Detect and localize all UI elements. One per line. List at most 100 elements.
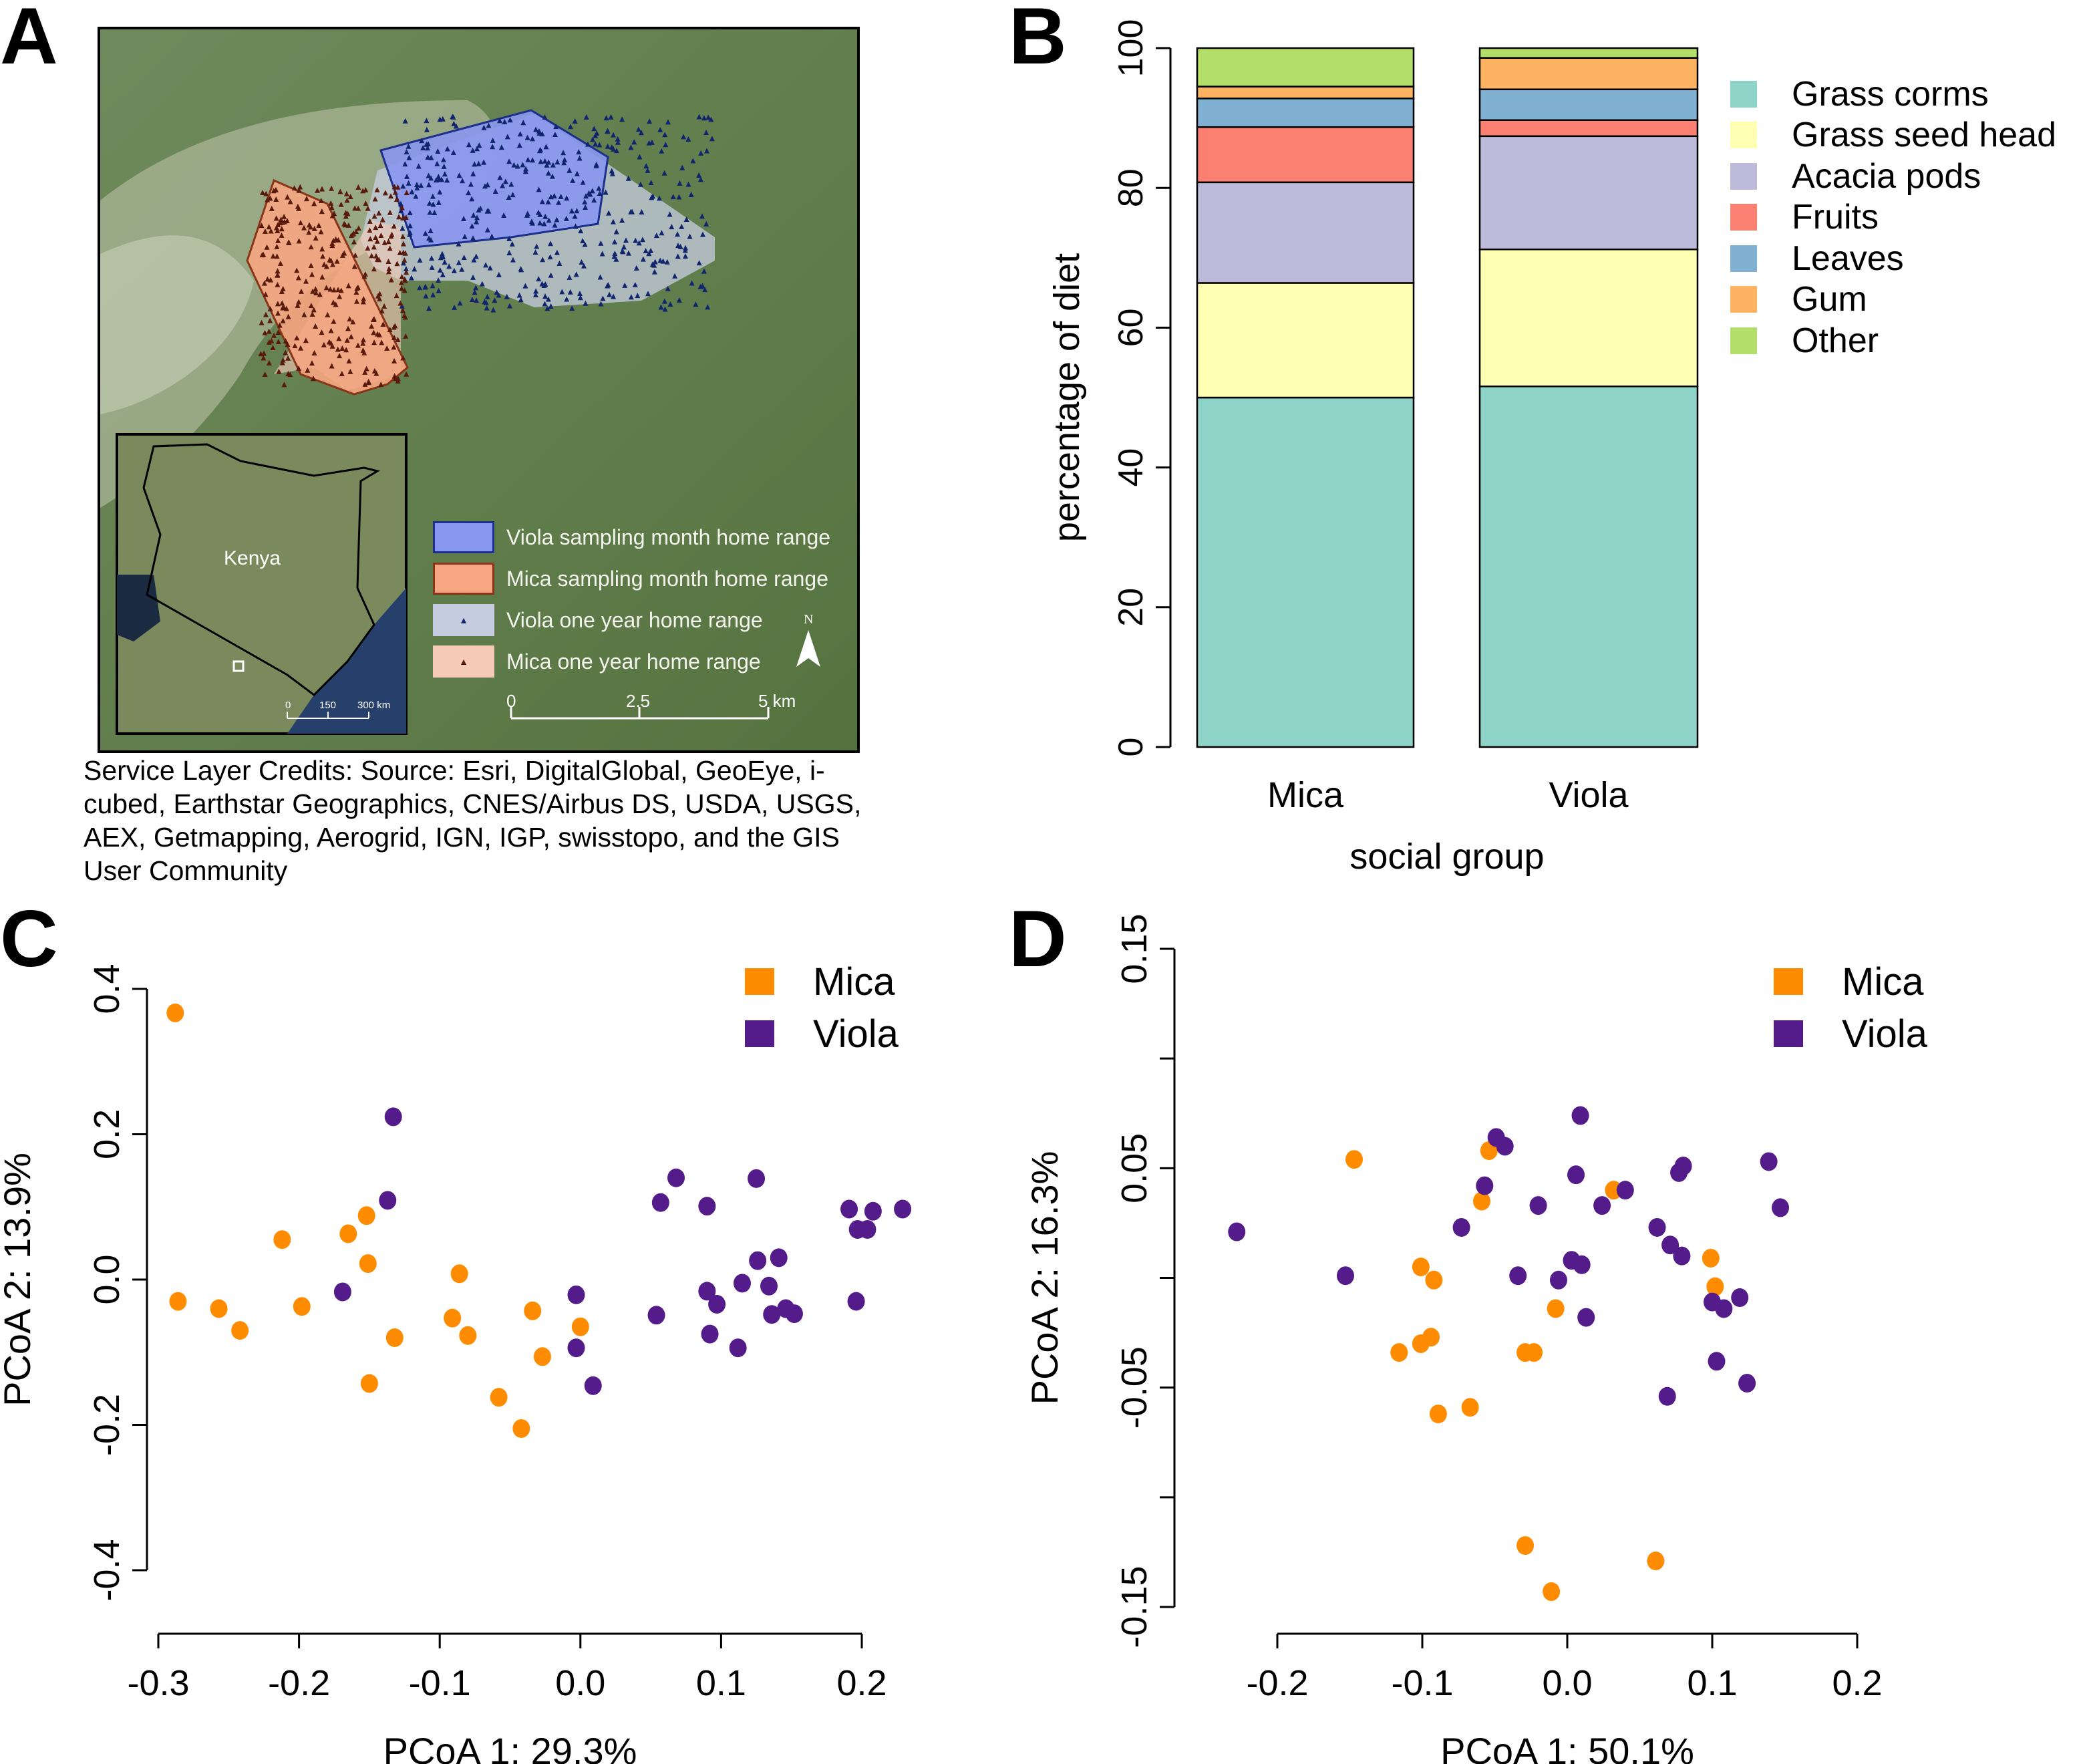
viola-gps-point [576, 149, 582, 155]
viola-gps-point [552, 222, 558, 228]
mica-point [359, 1254, 377, 1274]
viola-gps-point [693, 301, 699, 307]
mica-gps-point [303, 278, 309, 284]
legend-pcoa-c: Mica Viola [745, 956, 899, 1060]
viola-gps-point [517, 131, 523, 137]
viola-gps-point [470, 212, 476, 218]
mica-gps-point [345, 325, 351, 331]
mica-gps-point [343, 347, 349, 353]
panel-letter-a: A [0, 0, 58, 81]
viola-gps-point [520, 120, 526, 126]
viola-gps-point [466, 190, 472, 196]
viola-gps-point [699, 231, 705, 237]
mica-gps-point [275, 281, 281, 287]
mica-gps-point [281, 305, 287, 311]
mica-gps-point [381, 239, 387, 245]
mica-gps-point [295, 203, 301, 209]
mica-point [357, 1206, 375, 1225]
viola-gps-point [570, 177, 576, 183]
mica-gps-point [266, 328, 272, 334]
legend-item: Acacia pods [1730, 156, 2056, 197]
mica-gps-point [374, 256, 380, 262]
viola-point [847, 1292, 865, 1311]
viola-gps-point [703, 130, 709, 136]
viola-gps-point [417, 257, 423, 263]
legend-item: Gum [1730, 279, 2056, 321]
mica-gps-point [327, 257, 333, 263]
legend-label: Viola [813, 1012, 899, 1056]
legend-label: Fruits [1792, 198, 1879, 237]
viola-gps-point [424, 141, 430, 147]
mica-gps-point [350, 319, 356, 325]
viola-point [698, 1282, 716, 1301]
viola-gps-point [506, 158, 512, 164]
mica-gps-point [371, 339, 377, 345]
viola-gps-point [574, 170, 580, 176]
mica-gps-point [285, 341, 291, 347]
y-tick-label: 40 [1112, 448, 1150, 487]
viola-gps-point [534, 243, 540, 249]
legend-label: Other [1792, 321, 1879, 360]
mica-gps-point [402, 312, 408, 318]
mica-gps-point [308, 263, 314, 269]
mica-gps-point [371, 244, 377, 250]
viola-gps-point [603, 189, 609, 195]
viola-gps-point [407, 210, 413, 216]
viola-gps-point [428, 175, 434, 181]
x-tick-label: Viola [1549, 775, 1629, 815]
y-tick-label: 0.0 [87, 1254, 127, 1304]
mica-gps-point [335, 237, 341, 243]
viola-gps-point [506, 250, 512, 256]
viola-gps-point [414, 182, 420, 188]
y-tick-label: 60 [1112, 308, 1150, 347]
viola-point [760, 1276, 778, 1296]
viola-gps-point [416, 163, 422, 169]
viola-gps-point [412, 266, 418, 272]
mica-point [1412, 1334, 1430, 1353]
mica-gps-point [377, 296, 383, 302]
viola-point [1577, 1308, 1595, 1327]
mica-gps-point [319, 274, 325, 280]
viola-gps-point [423, 293, 429, 299]
mica-gps-point [343, 210, 349, 216]
mica-gps-point [344, 197, 350, 203]
viola-gps-point [704, 148, 710, 154]
viola-gps-point [498, 144, 504, 150]
viola-gps-point [473, 253, 479, 259]
mica-gps-point [391, 184, 397, 190]
mica-point [1390, 1343, 1408, 1362]
viola-gps-point [408, 275, 414, 281]
viola-gps-point [545, 170, 551, 176]
mica-gps-point [263, 291, 269, 297]
mica-gps-point [308, 303, 314, 309]
viola-gps-point [442, 171, 448, 177]
viola-gps-point [530, 157, 536, 163]
mica-gps-point [285, 370, 291, 376]
map-pale-terrain [100, 235, 254, 414]
viola-gps-point [456, 259, 462, 265]
mica-gps-point [259, 223, 265, 229]
mica-gps-point [310, 288, 316, 294]
mica-gps-point [378, 233, 384, 239]
viola-gps-point [422, 230, 428, 236]
viola-point [384, 1107, 402, 1127]
mica-gps-point [369, 323, 375, 329]
viola-gps-point [506, 235, 512, 241]
y-tick-label: -0.15 [1114, 1566, 1154, 1648]
viola-gps-point [652, 259, 658, 265]
mica-gps-point [279, 232, 285, 238]
mica-gps-point [400, 249, 406, 255]
viola-gps-point [667, 211, 673, 217]
mica-gps-point [381, 303, 387, 309]
x-tick-label: 0.0 [1542, 1663, 1592, 1703]
bar-segment-acacia-pods [1196, 181, 1415, 284]
viola-point [1228, 1222, 1246, 1241]
viola-gps-point [611, 146, 617, 152]
x-tick-label: -0.1 [1391, 1663, 1453, 1703]
legend-label: Acacia pods [1792, 156, 1981, 196]
viola-gps-point [511, 162, 517, 168]
viola-gps-point [610, 218, 616, 225]
study-site-marker [232, 660, 245, 672]
mica-gps-point [266, 224, 272, 230]
viola-gps-point [483, 262, 489, 268]
